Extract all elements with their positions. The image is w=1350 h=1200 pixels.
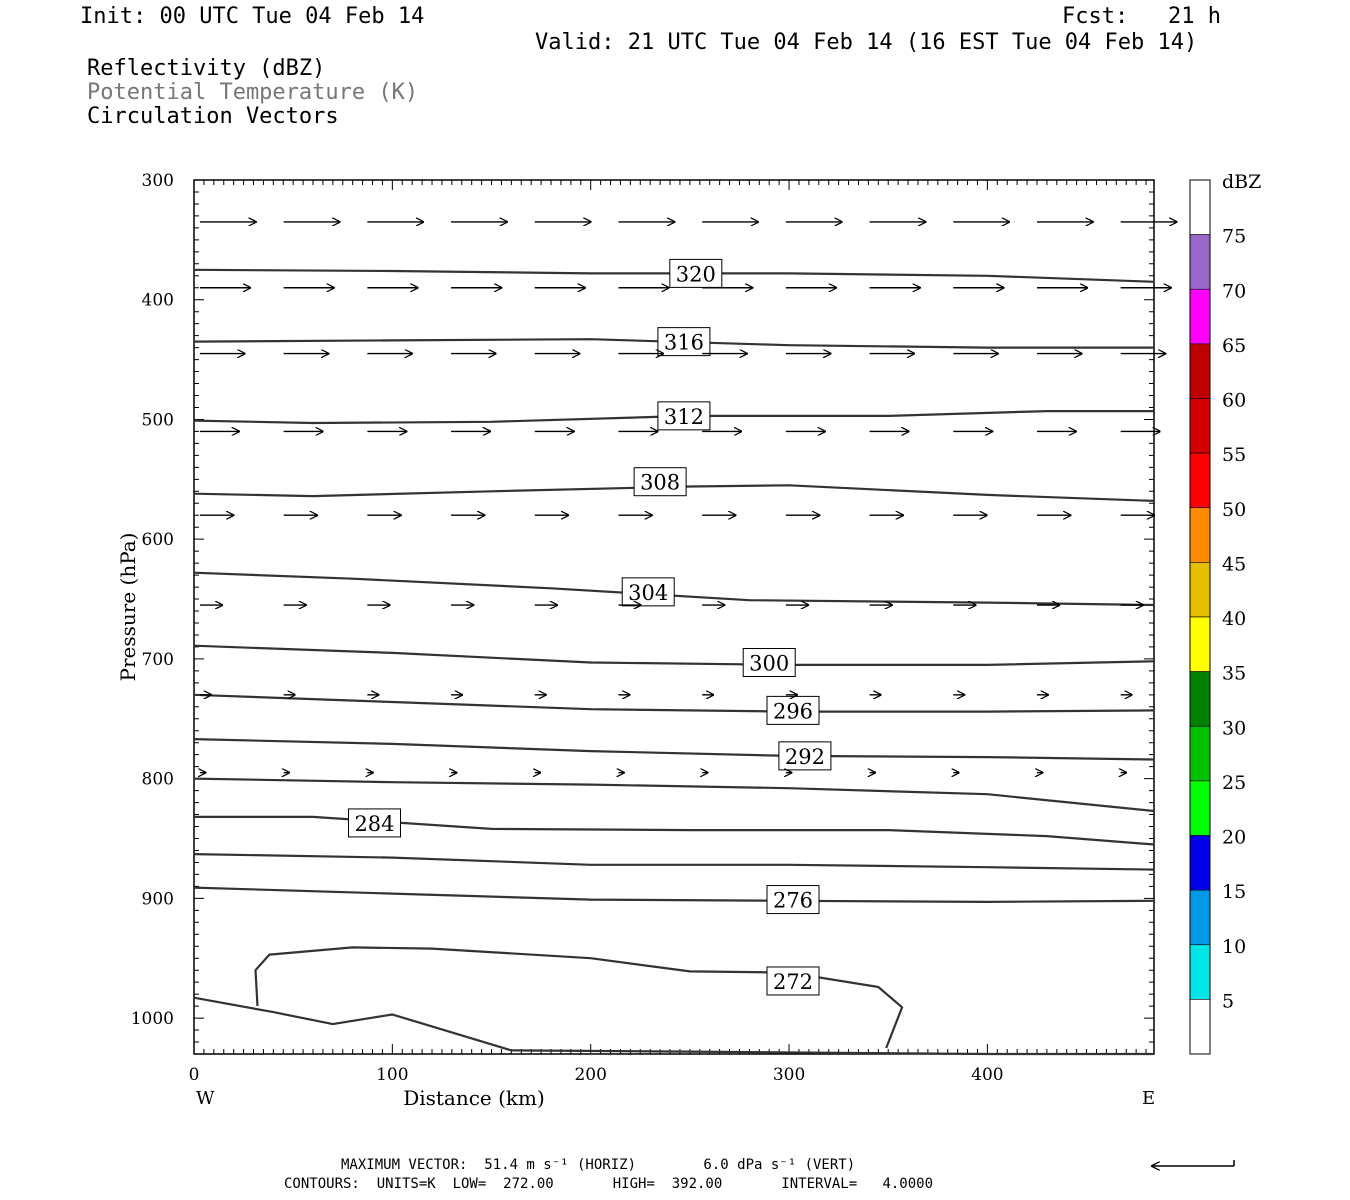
contour-label: 276: [773, 889, 813, 913]
contour-label: 308: [640, 471, 680, 495]
contour-label: 296: [773, 699, 813, 723]
field-title-vectors: Circulation Vectors: [87, 104, 339, 129]
theta-contour-line: [193, 644, 1155, 666]
y-tick-label: 600: [142, 530, 174, 550]
y-tick-label: 1000: [131, 1009, 174, 1029]
colorbar-band: [1189, 234, 1211, 290]
contour-label-box: [766, 885, 820, 915]
colorbar-band: [1189, 999, 1211, 1055]
colorbar-tick-label: 50: [1222, 499, 1246, 521]
colorbar-band: [1189, 889, 1211, 946]
theta-contour-line: [193, 996, 1154, 1056]
theta-contour-line: [193, 853, 1155, 871]
init-time: Init: 00 UTC Tue 04 Feb 14: [80, 4, 425, 29]
plot-frame: [193, 179, 1155, 1055]
y-tick-label: 500: [142, 410, 174, 430]
contour-label: 316: [664, 331, 704, 355]
theta-contour-line: [193, 484, 1155, 502]
theta-contour-line: [193, 693, 1155, 713]
colorbar-tick-label: 45: [1222, 553, 1246, 575]
colorbar-band: [1189, 507, 1211, 563]
x-tick-label: 100: [376, 1065, 408, 1085]
colorbar-band: [1189, 616, 1211, 672]
y-tick-label: 300: [142, 171, 174, 191]
colorbar-band: [1189, 288, 1211, 345]
contour-info-note: CONTOURS: UNITS=K LOW= 272.00 HIGH= 392.…: [284, 1176, 934, 1192]
x-end-label-west: W: [196, 1088, 215, 1109]
contour-label: 272: [773, 970, 813, 994]
colorbar-unit-label: dBZ: [1222, 171, 1261, 193]
theta-contour-line: [193, 738, 1155, 761]
field-title-theta: Potential Temperature (K): [87, 80, 419, 105]
contour-label: 292: [785, 745, 825, 769]
colorbar-tick-label: 25: [1222, 772, 1246, 794]
colorbar-tick-label: 40: [1222, 608, 1246, 630]
colorbar-tick-label: 65: [1222, 335, 1246, 357]
contour-label-box: [657, 401, 711, 431]
y-tick-label: 700: [142, 650, 174, 670]
colorbar-tick-label: 20: [1222, 827, 1246, 849]
theta-contour-line: [193, 777, 1155, 813]
colorbar-band: [1189, 562, 1211, 618]
colorbar-tick-label: 15: [1222, 881, 1246, 903]
contour-label-box: [778, 741, 832, 771]
colorbar-tick-label: 10: [1222, 936, 1246, 958]
x-end-label-east: E: [1142, 1088, 1155, 1109]
y-tick-label: 900: [142, 889, 174, 909]
colorbar-band: [1189, 398, 1211, 454]
theta-contour-line: [254, 946, 904, 1049]
y-tick-label: 400: [142, 291, 174, 311]
valid-time: Valid: 21 UTC Tue 04 Feb 14 (16 EST Tue …: [535, 30, 1198, 55]
contour-label: 312: [664, 405, 704, 429]
contour-label: 300: [749, 651, 789, 675]
x-tick-label: 400: [971, 1065, 1003, 1085]
colorbar-band: [1189, 343, 1211, 399]
x-tick-label: 300: [773, 1065, 805, 1085]
theta-contour-line: [193, 886, 1155, 903]
forecast-hour: Fcst: 21 h: [1062, 4, 1221, 29]
contour-label-box: [766, 695, 820, 725]
x-tick-label: 200: [574, 1065, 606, 1085]
contour-label-box: [669, 258, 723, 288]
contour-label-box: [657, 327, 711, 357]
x-tick-label: 0: [189, 1065, 200, 1085]
contour-label: 320: [676, 262, 716, 286]
colorbar-band: [1189, 452, 1211, 509]
contour-label-box: [347, 808, 401, 838]
contour-label: 284: [354, 812, 394, 836]
y-tick-label: 800: [142, 770, 174, 790]
contour-label-box: [621, 577, 675, 607]
colorbar-tick-label: 30: [1222, 717, 1246, 739]
maximum-vector-note: MAXIMUM VECTOR: 51.4 m s⁻¹ (HORIZ) 6.0 d…: [341, 1157, 856, 1173]
theta-contour-line: [194, 815, 1155, 846]
colorbar-tick-label: 70: [1222, 280, 1246, 302]
colorbar-tick-label: 5: [1222, 990, 1234, 1012]
colorbar-band: [1189, 725, 1211, 782]
colorbar-band: [1189, 780, 1211, 836]
colorbar-band: [1189, 671, 1211, 727]
contour-label-box: [633, 467, 687, 497]
y-axis-title: Pressure (hPa): [116, 533, 140, 682]
colorbar-frame: [1189, 179, 1211, 1055]
colorbar-tick-label: 35: [1222, 663, 1246, 685]
colorbar-tick-label: 75: [1222, 226, 1246, 248]
colorbar-tick-label: 60: [1222, 390, 1246, 412]
x-axis-title: Distance (km): [403, 1086, 545, 1110]
contour-label: 304: [628, 581, 668, 605]
colorbar-band: [1189, 944, 1211, 1000]
contour-label-box: [766, 966, 820, 996]
colorbar-band: [1189, 835, 1211, 891]
colorbar-band: [1189, 179, 1211, 235]
contour-label-box: [742, 647, 796, 677]
field-title-reflectivity: Reflectivity (dBZ): [87, 56, 326, 81]
colorbar-tick-label: 55: [1222, 444, 1246, 466]
